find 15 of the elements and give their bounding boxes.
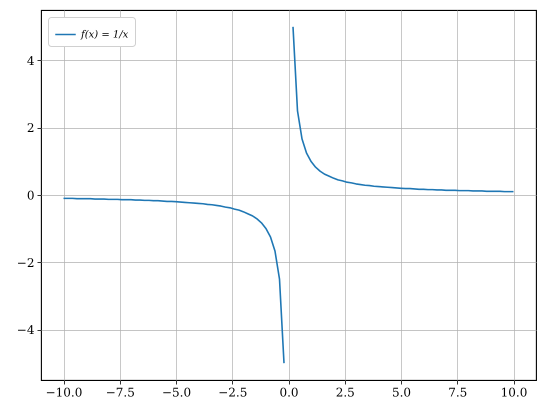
y-tick-label: 2 bbox=[26, 121, 34, 136]
x-tick-label: −7.5 bbox=[106, 386, 135, 400]
x-tick-label: 0.0 bbox=[279, 386, 299, 400]
x-tick-label: 5.0 bbox=[392, 386, 412, 400]
legend-label: f(x) = 1/x bbox=[80, 30, 129, 40]
x-tick-label: −2.5 bbox=[218, 386, 248, 400]
y-tick-label: −4 bbox=[16, 323, 35, 338]
x-tick-label: 10.0 bbox=[500, 386, 528, 400]
y-tick-label: −2 bbox=[16, 256, 34, 270]
y-tick-label: 0 bbox=[26, 188, 34, 202]
x-tick-label: −10.0 bbox=[46, 386, 82, 400]
x-tick-label: −5.0 bbox=[162, 386, 192, 400]
x-tick-label: 2.5 bbox=[336, 386, 355, 400]
y-tick-label: 4 bbox=[26, 54, 35, 68]
x-tick-label: 7.5 bbox=[448, 386, 468, 400]
